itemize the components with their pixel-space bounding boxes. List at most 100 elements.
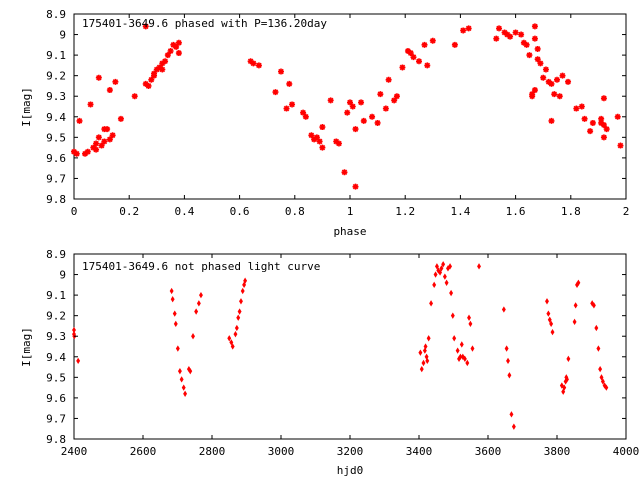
unphased-data-point [470,345,475,352]
unphased-data-point [561,388,566,395]
phased-x-tick-label: 0.2 [119,205,139,218]
phased-data-point [518,31,525,38]
phased-data-point [156,64,163,71]
unphased-data-point [549,320,554,328]
unphased-data-point [183,390,188,397]
phased-chart-title: 175401-3649.6 phased with P=136.20day [82,17,327,30]
phased-data-point [587,128,594,135]
unphased-data-point [173,320,178,328]
phased-data-point [529,91,536,98]
phased-data-point [540,74,547,81]
unphased-y-tick-label: 8.9 [46,248,66,261]
unphased-data-point [576,279,581,286]
phased-data-point [565,78,572,85]
phased-data-point [600,95,607,102]
phased-data-point [327,97,334,104]
unphased-data-point [507,372,512,379]
phased-data-point [170,41,177,48]
unphased-x-tick-label: 3000 [268,445,295,458]
phased-data-point [391,97,398,104]
unphased-data-point [170,296,175,303]
unphased-data-point [604,384,609,391]
phased-data-point [341,169,348,176]
unphased-data-point [600,378,605,385]
phased-data-point [496,25,503,32]
phased-data-point [142,23,149,30]
unphased-data-point [501,306,506,313]
unphased-x-axis-label: hjd0 [337,464,364,477]
phased-data-point [250,60,257,67]
unphased-data-point [594,324,599,332]
phased-data-point [159,60,166,67]
phased-data-point [407,50,414,57]
phased-data-point [358,99,365,106]
phased-data-point [369,113,376,120]
unphased-y-tick-label: 9.5 [46,371,66,384]
phased-data-point [347,99,353,106]
phased-data-point [90,144,97,151]
unphased-data-point [236,314,241,321]
unphased-data-point [547,316,552,323]
phased-data-point [520,39,527,46]
phased-data-point [424,62,431,69]
phased-data-point [98,142,105,149]
phased-data-point [598,119,605,126]
phased-y-axis-label: I[mag] [20,87,33,127]
phased-data-point [84,148,91,155]
phased-data-point [598,115,605,122]
phased-data-point [399,64,406,71]
unphased-data-point [477,263,481,270]
phased-data-point [382,105,389,112]
phased-data-point [344,109,351,116]
unphased-data-point [509,411,514,418]
unphased-data-point [572,318,577,326]
unphased-data-point [196,300,201,307]
phased-data-point [429,37,436,44]
phased-data-point [289,101,296,108]
unphased-data-point [444,279,449,286]
phased-data-point [87,101,94,108]
unphased-data-point [237,308,242,315]
phased-data-point [589,119,596,126]
unphased-axis-ticks: 2400 2600 2800 3000 3200 3400 3600 3800 4000 8.9 9… [46,248,639,458]
unphased-data-point [550,328,555,336]
phased-data-point [76,117,83,124]
phased-data-point [554,76,560,83]
phased-data-point [106,87,113,94]
unphased-data-points [72,261,609,430]
unphased-data-point [462,355,467,363]
unphased-data-point [234,324,239,332]
phased-data-point [82,150,89,157]
phased-data-point [131,93,138,100]
phased-data-point [106,136,113,143]
phased-data-point [465,25,472,32]
unphased-data-point [76,357,81,365]
phased-data-point [360,117,367,124]
phased-data-point [578,103,585,110]
unphased-data-point [506,357,510,365]
unphased-data-point [545,298,549,305]
phased-data-point [173,43,180,50]
unphased-data-point [243,277,248,284]
unphased-y-tick-label: 9.8 [46,433,66,446]
unphased-x-tick-label: 3400 [406,445,433,458]
phased-data-point [311,136,318,143]
unphased-data-point [438,269,442,276]
phased-x-axis-label: phase [333,225,366,238]
unphased-data-point [465,359,470,367]
phased-data-point [416,58,422,65]
phased-data-point [93,146,100,153]
unphased-x-tick-label: 3200 [337,445,364,458]
unphased-data-point [169,287,174,295]
unphased-data-point [191,333,195,340]
phased-data-point [319,124,326,131]
phased-x-tick-label: 0 [71,205,78,218]
phased-data-point [308,132,315,139]
phased-x-tick-label: 2 [623,205,630,218]
phased-data-point [112,78,119,85]
phased-data-point [551,91,558,98]
phased-data-point [93,140,100,147]
phased-data-point [352,126,359,133]
unphased-data-point [177,367,182,375]
unphased-y-tick-label: 9.6 [46,392,66,405]
